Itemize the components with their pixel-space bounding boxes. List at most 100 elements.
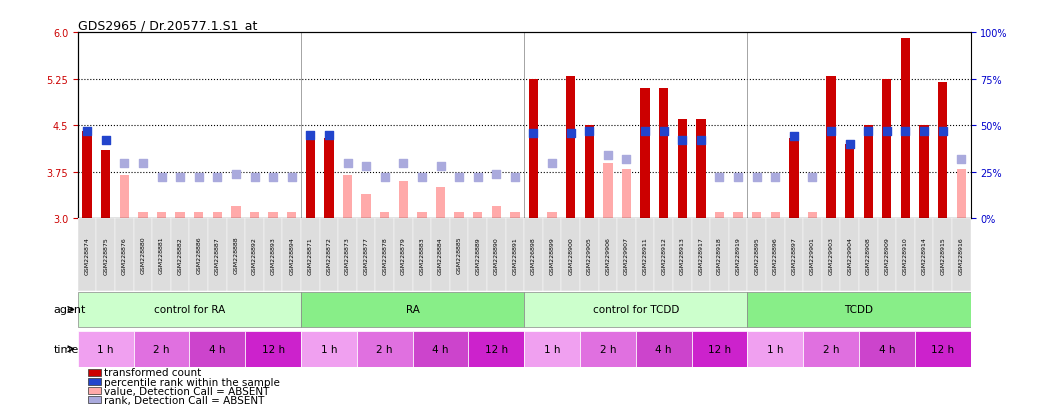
Bar: [468, 331, 524, 367]
Bar: [747, 331, 803, 367]
Text: GSM228873: GSM228873: [345, 236, 350, 274]
Text: GSM228885: GSM228885: [457, 236, 462, 274]
Bar: [213, 213, 222, 219]
Bar: [952, 219, 971, 291]
Text: GSM228897: GSM228897: [791, 236, 796, 274]
Bar: [729, 219, 747, 291]
Text: 2 h: 2 h: [154, 344, 170, 354]
Bar: [119, 176, 129, 219]
Text: GSM228871: GSM228871: [308, 236, 312, 274]
Point: [432, 164, 448, 170]
Bar: [896, 219, 914, 291]
Text: 12 h: 12 h: [262, 344, 284, 354]
Text: 4 h: 4 h: [209, 344, 225, 354]
Point: [413, 175, 430, 181]
Bar: [157, 213, 166, 219]
Point: [135, 160, 152, 166]
Bar: [357, 219, 376, 291]
Text: value, Detection Call = ABSENT: value, Detection Call = ABSENT: [104, 386, 269, 396]
Text: GSM229904: GSM229904: [847, 236, 852, 274]
Bar: [78, 331, 134, 367]
Bar: [413, 219, 431, 291]
Point: [246, 175, 263, 181]
Bar: [524, 331, 580, 367]
Bar: [506, 219, 524, 291]
Bar: [715, 213, 725, 219]
Bar: [914, 219, 933, 291]
Text: GSM228887: GSM228887: [215, 236, 220, 274]
Text: GSM228872: GSM228872: [326, 236, 331, 274]
Bar: [250, 213, 260, 219]
Bar: [436, 188, 445, 219]
Bar: [343, 176, 352, 219]
Point: [339, 160, 356, 166]
Text: 4 h: 4 h: [432, 344, 448, 354]
Text: GSM228882: GSM228882: [177, 236, 183, 274]
Bar: [826, 76, 836, 219]
Point: [265, 175, 281, 181]
Text: agent: agent: [54, 305, 86, 315]
Bar: [231, 206, 241, 219]
Bar: [635, 219, 654, 291]
Bar: [138, 213, 147, 219]
Bar: [455, 213, 464, 219]
Point: [116, 160, 133, 166]
Text: GSM228894: GSM228894: [290, 236, 294, 274]
Point: [842, 141, 858, 148]
Bar: [301, 292, 524, 328]
Bar: [528, 79, 538, 219]
Bar: [580, 219, 599, 291]
Bar: [696, 120, 706, 219]
Text: GSM228908: GSM228908: [866, 236, 871, 274]
Text: GSM229906: GSM229906: [605, 236, 610, 274]
Text: 12 h: 12 h: [931, 344, 954, 354]
Bar: [115, 219, 134, 291]
Bar: [691, 331, 747, 367]
Point: [98, 138, 114, 144]
Bar: [134, 331, 189, 367]
Text: 2 h: 2 h: [600, 344, 617, 354]
Point: [823, 128, 840, 135]
Point: [692, 138, 709, 144]
Text: 1 h: 1 h: [767, 344, 784, 354]
Bar: [492, 206, 501, 219]
Point: [916, 128, 932, 135]
Text: GSM228917: GSM228917: [699, 236, 704, 274]
Point: [79, 128, 95, 135]
Bar: [752, 213, 761, 219]
Bar: [524, 219, 543, 291]
Text: GSM228886: GSM228886: [196, 236, 201, 274]
Point: [321, 132, 337, 139]
Point: [302, 132, 319, 139]
Bar: [618, 219, 635, 291]
Text: GSM228881: GSM228881: [159, 236, 164, 274]
Text: 4 h: 4 h: [655, 344, 672, 354]
Point: [581, 128, 598, 135]
Text: GSM228896: GSM228896: [772, 236, 777, 274]
Text: GSM228892: GSM228892: [252, 236, 257, 274]
Bar: [376, 219, 394, 291]
Bar: [524, 292, 747, 328]
Bar: [153, 219, 171, 291]
Bar: [399, 182, 408, 219]
Point: [377, 175, 393, 181]
Bar: [171, 219, 189, 291]
Point: [507, 175, 523, 181]
Bar: [357, 331, 413, 367]
Text: GSM228912: GSM228912: [661, 236, 666, 274]
Point: [358, 164, 375, 170]
Bar: [584, 126, 594, 219]
Bar: [789, 138, 798, 219]
Bar: [361, 194, 371, 219]
Bar: [543, 219, 562, 291]
Point: [563, 130, 579, 137]
Text: control for RA: control for RA: [154, 305, 225, 315]
Bar: [803, 219, 822, 291]
Bar: [691, 219, 710, 291]
Bar: [938, 83, 948, 219]
Text: GSM228911: GSM228911: [643, 236, 648, 274]
Bar: [845, 145, 854, 219]
Bar: [301, 331, 357, 367]
Bar: [635, 331, 691, 367]
Bar: [189, 331, 245, 367]
